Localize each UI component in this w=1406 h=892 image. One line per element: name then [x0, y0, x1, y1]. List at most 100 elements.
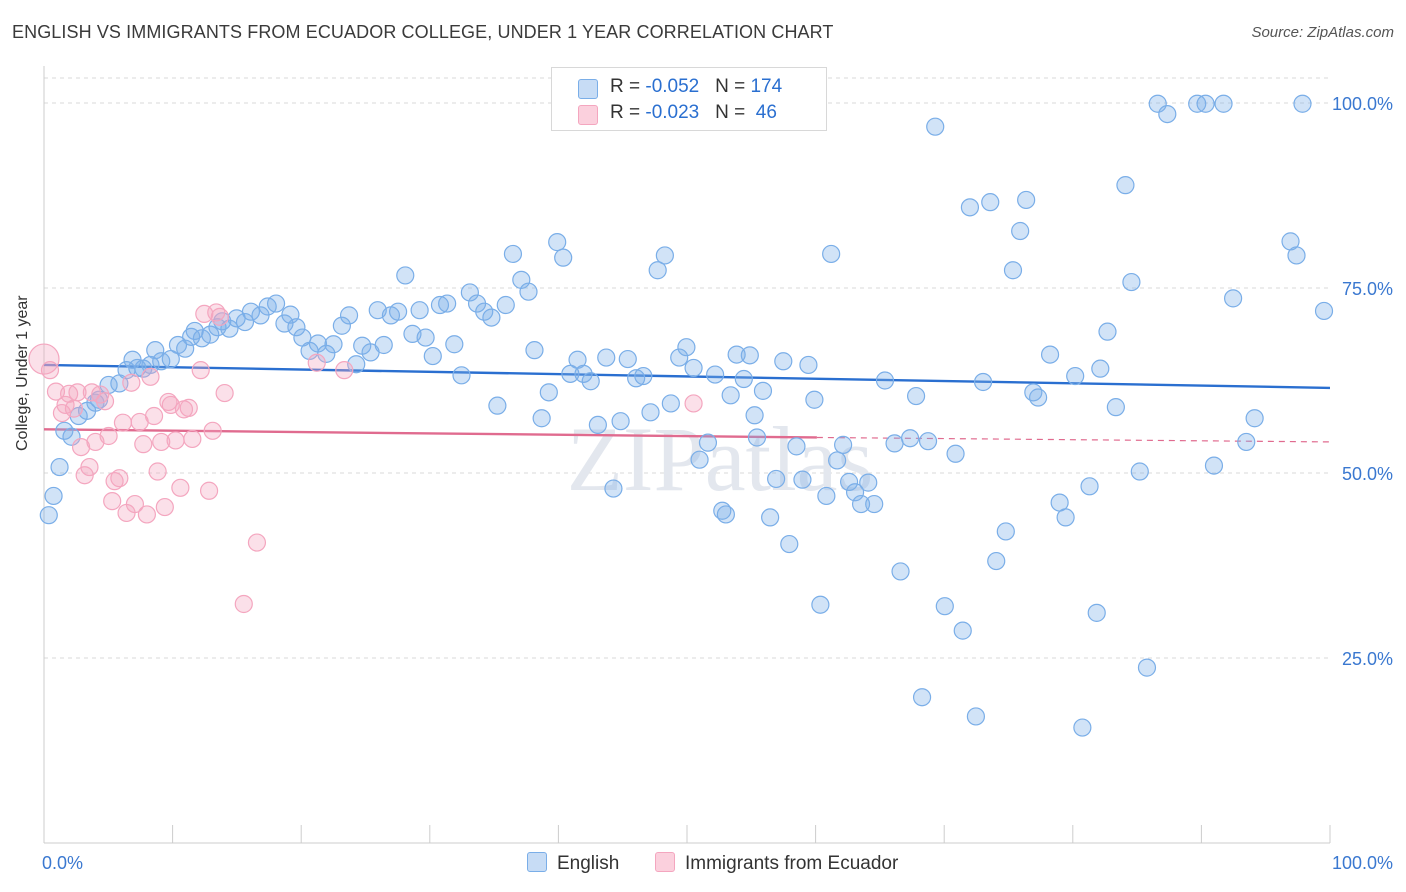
english-point — [981, 193, 1000, 212]
english-point — [828, 451, 847, 470]
english-point — [1158, 104, 1177, 124]
english-point — [648, 261, 667, 280]
english-point — [519, 282, 538, 301]
english-point — [1017, 190, 1036, 210]
ecuador-point — [122, 373, 141, 392]
english-point — [574, 364, 593, 383]
english-point — [953, 621, 972, 640]
english-point — [996, 522, 1015, 541]
ecuador-trend-line-dashed — [816, 436, 1331, 443]
english-point — [482, 308, 501, 327]
ecuador-point — [199, 481, 219, 500]
ecuador-point — [28, 343, 60, 375]
english-point — [374, 335, 393, 355]
english-point — [987, 551, 1006, 571]
english-point — [787, 437, 806, 456]
english-point — [475, 302, 494, 321]
ecuador-point — [210, 307, 229, 326]
english-point — [539, 383, 558, 402]
legend-text-english: R = -0.052 N = 174 — [610, 76, 783, 97]
english-point — [661, 394, 680, 413]
english-point — [235, 312, 255, 332]
english-point — [1245, 409, 1264, 428]
english-point — [55, 421, 74, 440]
english-point — [865, 494, 884, 514]
english-point — [1098, 322, 1117, 341]
english-point — [670, 348, 689, 367]
english-point — [727, 345, 746, 364]
english-point — [525, 341, 544, 360]
ecuador-trend-line — [43, 428, 817, 439]
english-point — [706, 365, 725, 384]
english-point — [146, 341, 165, 360]
english-point — [1314, 301, 1334, 321]
ecuador-point — [64, 399, 84, 418]
ecuador-point — [113, 413, 133, 432]
english-point — [721, 386, 740, 405]
english-point — [966, 707, 986, 726]
english-point — [753, 381, 773, 400]
english-point — [496, 295, 515, 315]
english-point — [1011, 221, 1030, 241]
english-point — [774, 352, 793, 371]
ecuador-point — [137, 505, 156, 524]
english-point — [811, 595, 830, 614]
english-point — [503, 244, 523, 264]
english-point — [973, 372, 993, 392]
ecuador-point — [166, 431, 185, 450]
english-point — [747, 428, 767, 447]
english-point — [324, 335, 343, 354]
english-point — [430, 295, 450, 315]
english-point — [488, 396, 507, 415]
english-point — [460, 283, 479, 302]
english-point — [799, 355, 818, 375]
ecuador-point — [99, 426, 118, 446]
english-point — [1214, 94, 1233, 113]
english-point — [44, 486, 63, 506]
ecuador-point — [215, 383, 234, 403]
english-point — [1196, 94, 1215, 113]
legend: R = -0.052 N = 174 R = -0.023 N = 46 — [551, 67, 827, 131]
ecuador-point — [247, 533, 267, 552]
ecuador-point — [144, 406, 164, 426]
trend-lines — [43, 363, 1331, 443]
y-tick-label-100: 100.0% — [1332, 94, 1393, 114]
ecuador-point — [335, 361, 354, 380]
english-point — [452, 366, 471, 385]
english-point — [416, 328, 435, 347]
english-point — [438, 294, 457, 313]
english-point — [1091, 359, 1110, 378]
english-point — [604, 479, 623, 498]
english-point — [780, 534, 799, 554]
english-point — [347, 355, 366, 374]
english-point — [767, 469, 786, 489]
axes — [43, 66, 1331, 844]
english-point — [935, 597, 954, 616]
english-point — [396, 266, 415, 285]
english-point — [906, 386, 926, 406]
y-tick-label-25: 25.0% — [1342, 649, 1393, 669]
english-point — [891, 562, 910, 581]
english-point — [1080, 477, 1099, 496]
ecuador-point — [71, 438, 91, 457]
english-point — [901, 429, 920, 448]
ecuador-point — [203, 421, 222, 440]
english-point — [822, 244, 841, 264]
english-point — [410, 301, 429, 320]
english-point — [241, 302, 261, 321]
english-point — [834, 435, 853, 454]
english-point — [1056, 508, 1075, 527]
english-point — [817, 486, 836, 506]
english-point — [532, 409, 551, 428]
tick-labels: 25.0% 50.0% 75.0% 100.0% 0.0% 100.0% — [42, 94, 1393, 873]
english-point — [716, 505, 735, 524]
english-point — [684, 358, 703, 378]
english-point — [611, 412, 630, 431]
y-tick-label-75: 75.0% — [1342, 279, 1393, 299]
chart-title: ENGLISH VS IMMIGRANTS FROM ECUADOR COLLE… — [12, 22, 834, 42]
english-point — [1122, 272, 1141, 292]
ecuador-point — [234, 594, 253, 614]
english-point — [220, 319, 239, 338]
english-point — [339, 306, 359, 325]
english-point — [1040, 345, 1060, 364]
